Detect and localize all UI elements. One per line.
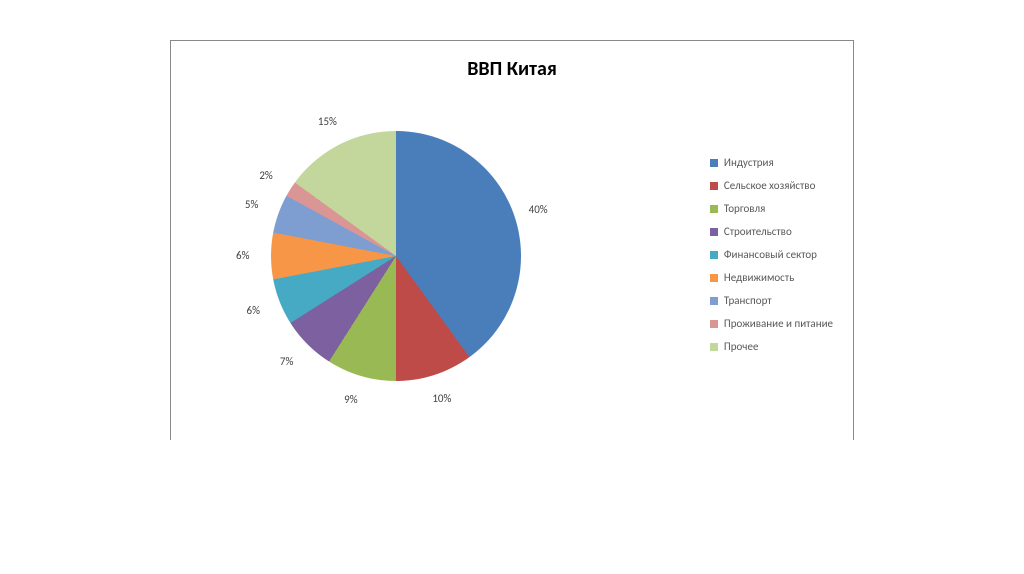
chart-frame: ВВП Китая 40%10%9%7%6%6%5%2%15% Индустри… (170, 40, 854, 440)
legend-swatch (710, 274, 718, 282)
legend-item: Прочее (710, 340, 833, 353)
legend-item: Индустрия (710, 156, 833, 169)
legend-swatch (710, 205, 718, 213)
legend: Индустрия Сельское хозяйство Торговля Строи… (710, 156, 833, 353)
legend-item: Сельское хозяйство (710, 179, 833, 192)
legend-swatch (710, 251, 718, 259)
legend-label: Строительство (724, 225, 792, 238)
legend-item: Проживание и питание (710, 317, 833, 330)
slice-label: 5% (245, 198, 258, 211)
legend-label: Сельское хозяйство (724, 179, 815, 192)
legend-item: Недвижимость (710, 271, 833, 284)
legend-swatch (710, 159, 718, 167)
legend-label: Проживание и питание (724, 317, 833, 330)
legend-label: Индустрия (724, 156, 774, 169)
legend-swatch (710, 297, 718, 305)
slice-label: 15% (318, 115, 337, 128)
slice-label: 7% (280, 355, 293, 368)
legend-item: Строительство (710, 225, 833, 238)
legend-item: Торговля (710, 202, 833, 215)
legend-label: Транспорт (724, 294, 772, 307)
pie-chart (271, 131, 521, 381)
slice-label: 40% (529, 203, 548, 216)
slice-label: 2% (259, 169, 272, 182)
legend-label: Недвижимость (724, 271, 794, 284)
legend-swatch (710, 228, 718, 236)
legend-item: Транспорт (710, 294, 833, 307)
slice-label: 9% (344, 393, 357, 406)
legend-label: Финансовый сектор (724, 248, 817, 261)
slice-label: 6% (247, 304, 260, 317)
chart-title: ВВП Китая (171, 57, 853, 81)
slice-label: 10% (432, 392, 451, 405)
slice-label: 6% (236, 249, 249, 262)
pie-container: 40%10%9%7%6%6%5%2%15% (271, 131, 521, 381)
legend-swatch (710, 182, 718, 190)
legend-swatch (710, 343, 718, 351)
legend-item: Финансовый сектор (710, 248, 833, 261)
legend-swatch (710, 320, 718, 328)
legend-label: Торговля (724, 202, 765, 215)
legend-label: Прочее (724, 340, 759, 353)
